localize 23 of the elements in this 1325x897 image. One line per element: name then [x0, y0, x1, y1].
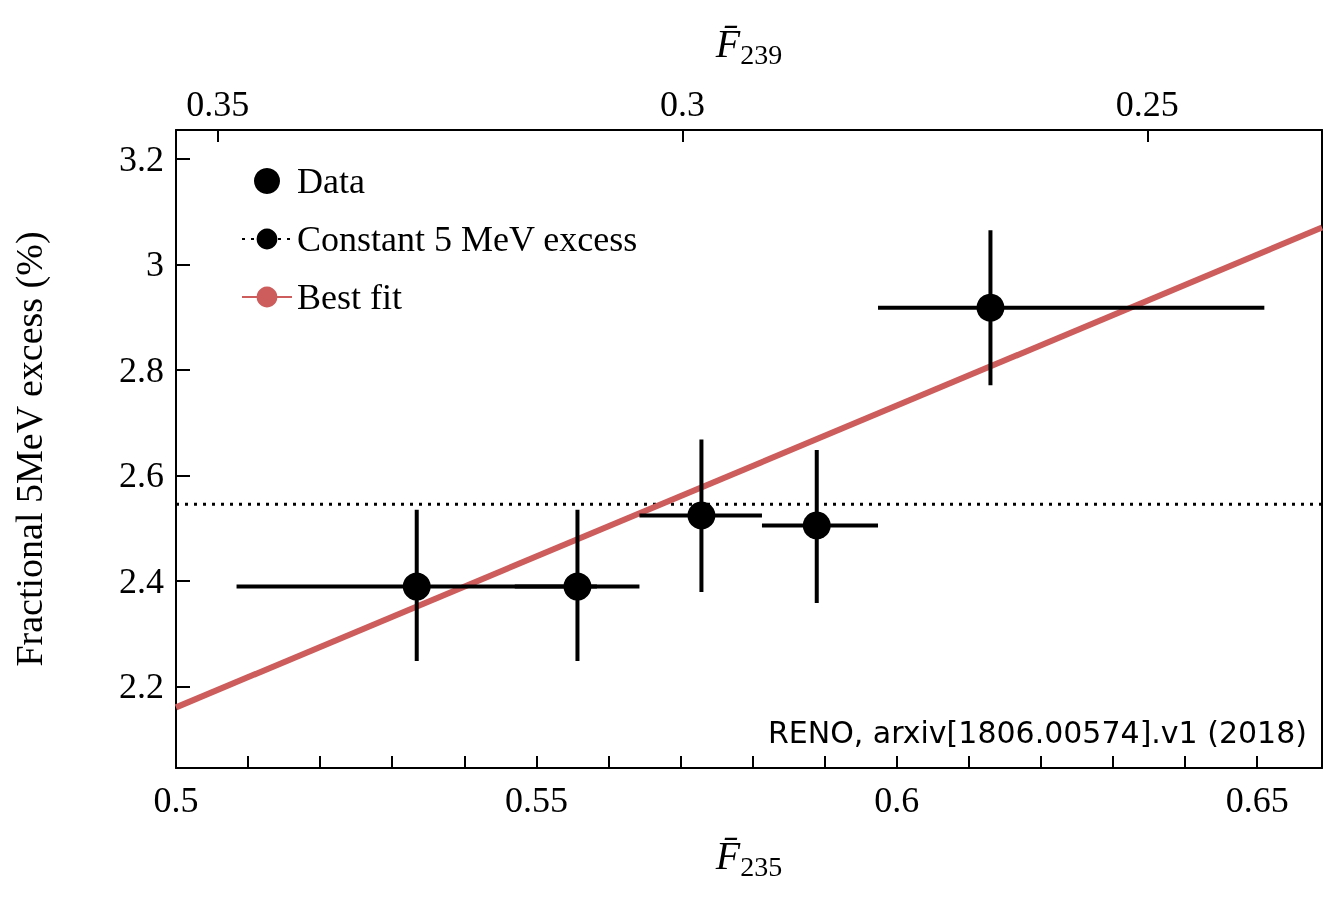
y-tick-label: 2.6 — [119, 455, 164, 496]
point — [687, 501, 716, 530]
point — [563, 572, 592, 601]
x-tick-label: 0.55 — [504, 780, 568, 820]
x-tick-label: 0.6 — [874, 780, 920, 820]
legend-label: Best fit — [297, 277, 402, 317]
y-tick-label: 2.4 — [119, 560, 164, 601]
annotation: RENO, arxiv[1806.00574].v1 (2018) — [767, 714, 1307, 750]
y-axis-title: Fractional 5MeV excess (%) — [8, 231, 51, 667]
legend-label: Constant 5 MeV excess — [297, 219, 638, 259]
y-tick-label: 3.2 — [119, 139, 164, 179]
point — [802, 511, 831, 540]
x2-tick-label: 0.25 — [1115, 84, 1179, 124]
y-tick-label: 2.8 — [119, 349, 164, 390]
x2-tick-label: 0.3 — [660, 84, 706, 124]
point — [402, 572, 431, 601]
x-tick-label: 0.5 — [153, 780, 199, 820]
point — [976, 293, 1005, 322]
legend-label: Data — [297, 161, 365, 201]
x2-tick-label: 0.35 — [186, 84, 250, 124]
x-tick-label: 0.65 — [1225, 780, 1289, 820]
y-tick-label: 2.2 — [119, 666, 164, 707]
y-tick-label: 3 — [146, 244, 164, 285]
